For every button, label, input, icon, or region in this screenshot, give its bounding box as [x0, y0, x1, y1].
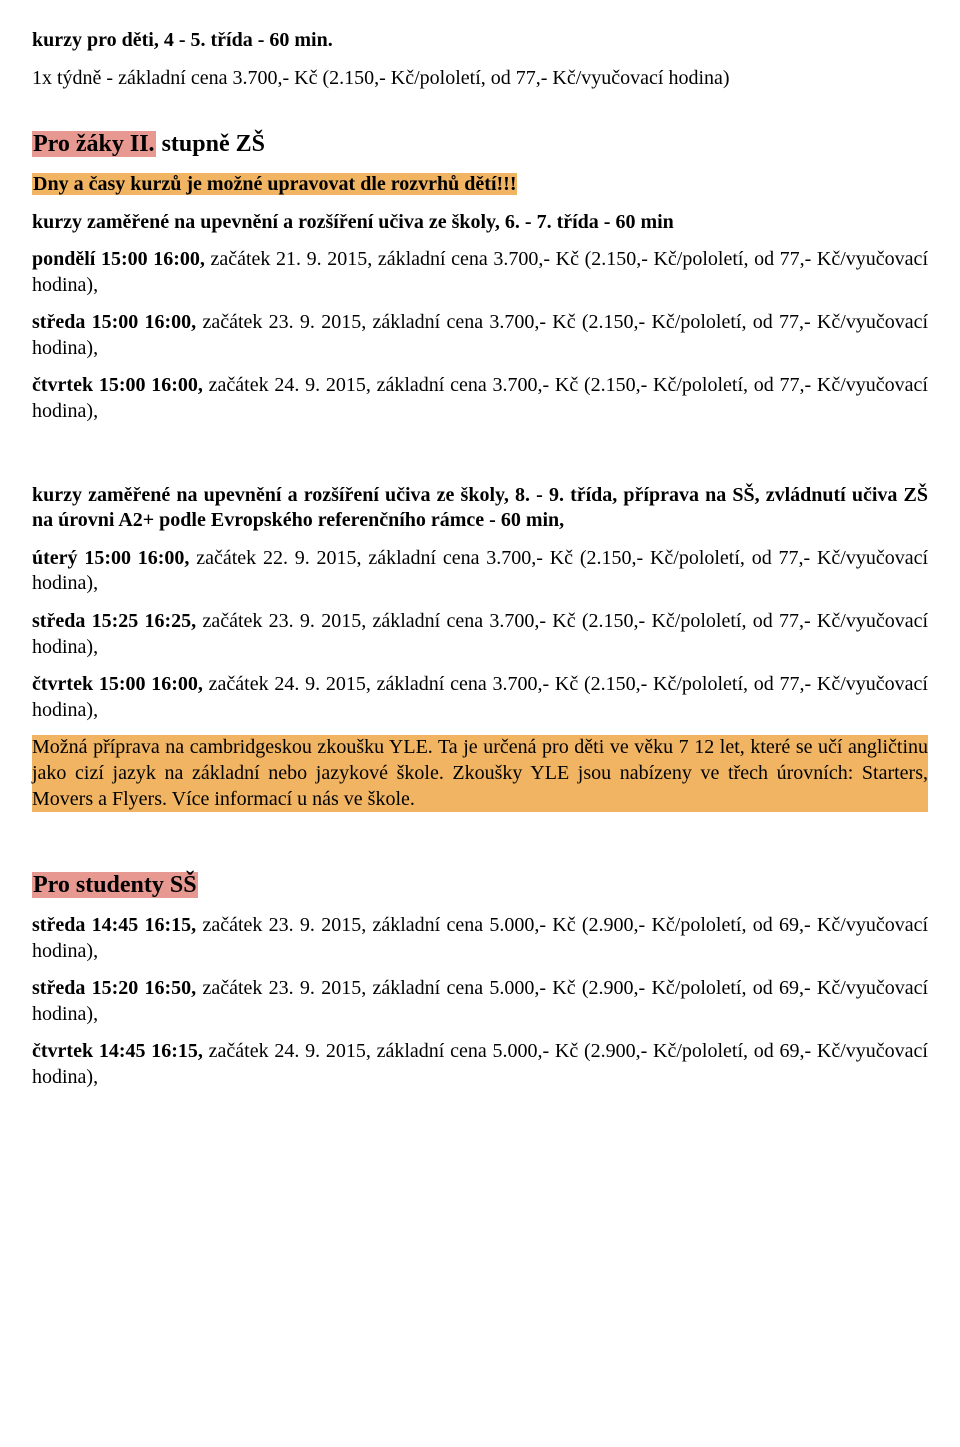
section-ss-heading-text: Pro studenty SŠ — [32, 872, 198, 898]
yle-note-lead: Možná příprava na cambridgeskou zkoušku … — [32, 736, 433, 758]
sched-ss-wed-a-time: středa 14:45 16:15, — [32, 914, 202, 936]
sched-8-9-thu: čtvrtek 15:00 16:00, začátek 24. 9. 2015… — [32, 672, 928, 723]
section-ss-heading: Pro studenty SŠ — [32, 870, 928, 901]
sched-6-7-wed: středa 15:00 16:00, začátek 23. 9. 2015,… — [32, 310, 928, 361]
sched-6-7-thu-time: čtvrtek 15:00 16:00, — [32, 374, 209, 396]
sched-6-7-thu: čtvrtek 15:00 16:00, začátek 24. 9. 2015… — [32, 373, 928, 424]
sched-ss-wed-b-time: středa 15:20 16:50, — [32, 977, 202, 999]
sched-8-9-tue: úterý 15:00 16:00, začátek 22. 9. 2015, … — [32, 546, 928, 597]
yle-note: Možná příprava na cambridgeskou zkoušku … — [32, 735, 928, 812]
sched-ss-thu-time: čtvrtek 14:45 16:15, — [32, 1040, 209, 1062]
schedule-note: Dny a časy kurzů je možné upravovat dle … — [32, 173, 517, 195]
sched-ss-thu: čtvrtek 14:45 16:15, začátek 24. 9. 2015… — [32, 1039, 928, 1090]
sched-ss-wed-b: středa 15:20 16:50, začátek 23. 9. 2015,… — [32, 976, 928, 1027]
section-zs2-heading-b: stupně ZŠ — [156, 131, 265, 157]
section-zs2-heading: Pro žáky II. stupně ZŠ — [32, 129, 928, 160]
kids-course-heading: kurzy pro děti, 4 - 5. třída - 60 min. — [32, 28, 928, 54]
section-zs2-heading-a: Pro žáky II. — [32, 131, 156, 157]
sched-8-9-thu-time: čtvrtek 15:00 16:00, — [32, 673, 209, 695]
sched-8-9-tue-time: úterý 15:00 16:00, — [32, 547, 196, 569]
courses-8-9-title: kurzy zaměřené na upevnění a rozšíření u… — [32, 483, 928, 534]
yle-note-link[interactable]: Více informací u nás ve škole. — [172, 788, 415, 810]
sched-6-7-mon: pondělí 15:00 16:00, začátek 21. 9. 2015… — [32, 247, 928, 298]
sched-ss-wed-a: středa 14:45 16:15, začátek 23. 9. 2015,… — [32, 913, 928, 964]
sched-6-7-mon-time: pondělí 15:00 16:00, — [32, 248, 210, 270]
section-zs2-subnote: Dny a časy kurzů je možné upravovat dle … — [32, 172, 928, 198]
sched-8-9-wed: středa 15:25 16:25, začátek 23. 9. 2015,… — [32, 609, 928, 660]
sched-6-7-wed-time: středa 15:00 16:00, — [32, 311, 202, 333]
courses-6-7-title: kurzy zaměřené na upevnění a rozšíření u… — [32, 210, 928, 236]
sched-8-9-wed-time: středa 15:25 16:25, — [32, 610, 202, 632]
kids-course-pricing: 1x týdně - základní cena 3.700,- Kč (2.1… — [32, 66, 928, 92]
